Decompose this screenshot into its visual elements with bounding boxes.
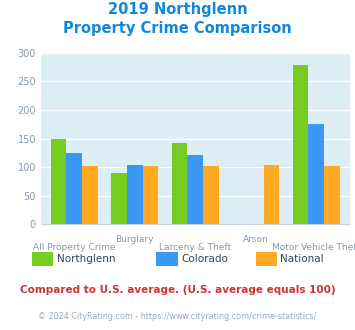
Bar bbox=[66, 153, 82, 224]
Text: Burglary: Burglary bbox=[115, 235, 154, 244]
Text: Compared to U.S. average. (U.S. average equals 100): Compared to U.S. average. (U.S. average … bbox=[20, 285, 335, 295]
Bar bbox=[127, 165, 143, 224]
Bar bbox=[324, 166, 340, 224]
Bar bbox=[264, 165, 279, 224]
Text: Property Crime Comparison: Property Crime Comparison bbox=[63, 21, 292, 36]
Text: Larceny & Theft: Larceny & Theft bbox=[159, 243, 231, 252]
Text: © 2024 CityRating.com - https://www.cityrating.com/crime-statistics/: © 2024 CityRating.com - https://www.city… bbox=[38, 312, 317, 321]
Text: National: National bbox=[280, 254, 324, 264]
Bar bbox=[111, 173, 127, 224]
Bar bbox=[187, 155, 203, 224]
Bar bbox=[308, 124, 324, 224]
Text: All Property Crime: All Property Crime bbox=[33, 243, 115, 252]
Text: Northglenn: Northglenn bbox=[57, 254, 115, 264]
Bar bbox=[203, 166, 219, 224]
Text: Arson: Arson bbox=[243, 235, 269, 244]
Bar bbox=[143, 166, 158, 224]
Bar bbox=[293, 65, 308, 224]
Bar bbox=[171, 143, 187, 224]
Bar bbox=[82, 166, 98, 224]
Text: 2019 Northglenn: 2019 Northglenn bbox=[108, 2, 247, 16]
Text: Motor Vehicle Theft: Motor Vehicle Theft bbox=[272, 243, 355, 252]
Bar bbox=[50, 139, 66, 224]
Text: Colorado: Colorado bbox=[181, 254, 228, 264]
